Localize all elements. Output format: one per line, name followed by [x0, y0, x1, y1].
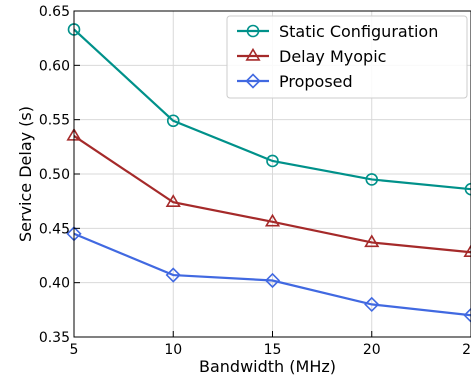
axis-ticks: 5 10 15 20 25 0.35 0.40 0.45 0.50 0.55 0.60 0.65 — [39, 4, 471, 358]
x-tick-label: 5 — [70, 342, 79, 358]
data-point-marker — [166, 114, 180, 128]
legend-label: Static Configuration — [279, 22, 438, 41]
legend: Static Configuration Delay Myopic Proposed — [226, 15, 468, 99]
legend-entry: Proposed — [237, 72, 353, 91]
y-tick-label: 0.35 — [39, 330, 70, 346]
series-line — [73, 28, 471, 191]
data-point-marker — [364, 296, 380, 313]
x-tick-label: 25 — [462, 342, 471, 358]
y-tick-label: 0.45 — [39, 221, 70, 237]
data-point-marker — [364, 234, 380, 248]
legend-marker — [245, 73, 261, 89]
y-axis-label: Service Delay (s) — [16, 106, 35, 242]
x-tick-label: 10 — [164, 342, 182, 358]
series-proposed — [66, 226, 471, 323]
data-point-marker — [463, 244, 471, 257]
y-tick-label: 0.55 — [39, 113, 70, 129]
legend-box — [226, 15, 468, 99]
legend-label: Delay Myopic — [279, 47, 386, 66]
data-point-marker — [165, 267, 181, 283]
x-axis-label: Bandwidth (MHz) — [199, 357, 336, 376]
legend-marker — [246, 24, 260, 38]
data-point-marker — [264, 272, 281, 289]
y-tick-label: 0.60 — [39, 58, 70, 74]
data-point-marker — [266, 154, 279, 168]
legend-label: Proposed — [279, 72, 353, 91]
series-line — [73, 135, 471, 254]
y-tick-label: 0.50 — [39, 167, 70, 183]
data-point-marker — [464, 182, 471, 196]
data-point-marker — [365, 173, 379, 186]
x-tick-label: 20 — [363, 342, 381, 358]
legend-entry: Static Configuration — [237, 22, 438, 41]
data-point-marker — [165, 194, 181, 207]
x-tick-label: 15 — [264, 342, 282, 358]
legend-entry: Delay Myopic — [237, 47, 386, 66]
series-delay-myopic — [66, 127, 471, 257]
data-point-marker — [264, 213, 281, 227]
y-tick-label: 0.65 — [39, 4, 70, 20]
data-point-marker — [463, 307, 471, 323]
legend-marker — [245, 47, 261, 61]
y-tick-label: 0.40 — [39, 276, 70, 292]
series-line — [73, 232, 471, 317]
